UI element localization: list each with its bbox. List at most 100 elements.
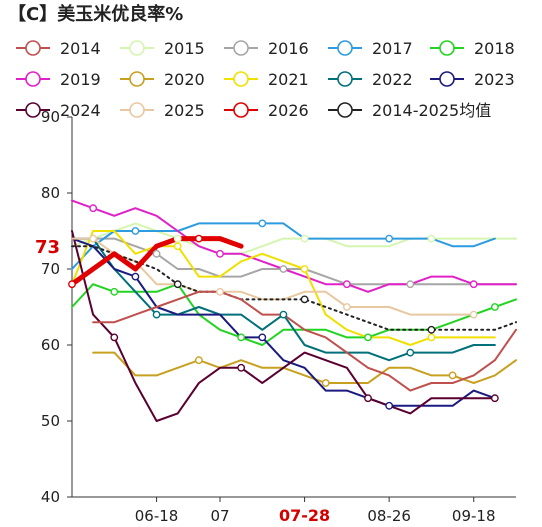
x-tick-label: 07-28 xyxy=(279,506,330,525)
callout-label: 73 xyxy=(35,237,60,258)
series-marker xyxy=(68,280,76,289)
series-marker xyxy=(300,295,309,304)
series-marker xyxy=(385,234,394,243)
legend: 2014 2015 2016 2017 2018 2019 2020 2021 2022 2023… xyxy=(16,39,515,120)
y-tick-label: 40 xyxy=(41,488,60,506)
series-marker xyxy=(469,280,478,289)
series-marker xyxy=(406,348,415,357)
series-marker xyxy=(89,234,98,243)
legend-item: 2014 xyxy=(16,39,101,58)
legend-label: 2018 xyxy=(474,39,515,58)
legend-label: 2019 xyxy=(60,70,101,89)
series-marker xyxy=(427,234,436,243)
legend-label: 2024 xyxy=(60,101,101,120)
series-marker xyxy=(173,242,182,251)
series-marker xyxy=(237,333,246,342)
series-line xyxy=(71,237,496,407)
series-line xyxy=(69,236,244,287)
legend-swatch-marker xyxy=(129,40,145,56)
series-marker xyxy=(131,227,140,235)
series-marker xyxy=(173,280,182,289)
legend-swatch-marker xyxy=(439,71,455,87)
x-tick-label: 06-18 xyxy=(135,507,179,525)
series-marker xyxy=(342,303,351,311)
series-marker xyxy=(469,310,478,319)
legend-item: 2020 xyxy=(120,70,205,89)
legend-label: 2022 xyxy=(372,70,413,89)
series-line xyxy=(92,351,517,384)
legend-label: 2021 xyxy=(268,70,309,89)
legend-label: 2014-2025均值 xyxy=(372,101,491,120)
series-marker xyxy=(279,310,288,319)
legend-swatch-marker xyxy=(25,40,41,56)
series-marker xyxy=(194,356,203,365)
legend-swatch-marker xyxy=(439,40,455,56)
series-marker xyxy=(216,249,224,258)
chart-title: 【C】美玉米优良率% xyxy=(8,3,183,25)
series-line xyxy=(71,230,496,422)
legend-item: 2016 xyxy=(224,39,309,58)
legend-item: 2025 xyxy=(120,101,205,120)
legend-item: 2022 xyxy=(328,70,413,89)
legend-item: 2015 xyxy=(120,39,205,58)
legend-item: 2023 xyxy=(430,70,515,89)
series-line xyxy=(71,230,496,346)
series-marker xyxy=(110,287,119,296)
series-marker xyxy=(342,280,351,289)
legend-swatch-marker xyxy=(233,40,249,56)
series-marker xyxy=(89,204,98,213)
legend-swatch-marker xyxy=(337,71,353,87)
series-marker xyxy=(216,287,224,296)
legend-swatch-marker xyxy=(233,71,249,87)
legend-label: 2015 xyxy=(164,39,205,58)
legend-item: 2017 xyxy=(328,39,413,58)
series-line xyxy=(71,222,517,255)
series-marker xyxy=(385,401,394,410)
x-tick-label: 07 xyxy=(210,507,229,525)
series-marker xyxy=(194,234,203,243)
legend-swatch-marker xyxy=(25,71,41,87)
series-marker xyxy=(364,333,372,342)
legend-item: 2019 xyxy=(16,70,101,89)
series-marker xyxy=(258,333,267,342)
axes: 40 50 60 70 80 90 06-18 07 07-28 08-26 09-18 73 xyxy=(35,108,516,525)
legend-swatch-marker xyxy=(129,102,145,118)
series-marker xyxy=(364,394,372,403)
series-marker xyxy=(300,265,309,273)
series-marker xyxy=(152,310,161,319)
legend-label: 2023 xyxy=(474,70,515,89)
series-marker xyxy=(152,249,161,258)
series-marker xyxy=(490,394,499,403)
series-marker xyxy=(237,363,246,372)
series-marker xyxy=(258,219,267,228)
series-marker xyxy=(321,379,330,387)
series-marker xyxy=(279,265,288,273)
legend-label: 2020 xyxy=(164,70,205,89)
legend-label: 2017 xyxy=(372,39,413,58)
y-tick-label: 90 xyxy=(41,108,60,126)
series-marker xyxy=(427,325,436,334)
series-marker xyxy=(427,333,436,342)
legend-swatch-marker xyxy=(233,102,249,118)
legend-label: 2016 xyxy=(268,39,309,58)
y-tick-label: 60 xyxy=(41,336,60,354)
series-line xyxy=(92,290,517,392)
legend-item: 2021 xyxy=(224,70,309,89)
series-marker xyxy=(173,234,182,243)
legend-item: 2014-2025均值 xyxy=(328,101,491,120)
x-tick-label: 08-26 xyxy=(367,507,411,525)
legend-item: 2018 xyxy=(430,39,515,58)
legend-swatch-marker xyxy=(25,102,41,118)
x-tick-label: 09-18 xyxy=(452,507,496,525)
legend-label: 2014 xyxy=(60,39,101,58)
series-lines xyxy=(69,199,517,422)
series-line xyxy=(71,222,496,270)
series-marker xyxy=(110,333,119,342)
legend-label: 2025 xyxy=(164,101,205,120)
legend-item: 2024 xyxy=(16,101,101,120)
legend-item: 2026 xyxy=(224,101,309,120)
series-marker xyxy=(490,303,499,311)
series-markers xyxy=(68,204,499,410)
legend-swatch-marker xyxy=(129,71,145,87)
